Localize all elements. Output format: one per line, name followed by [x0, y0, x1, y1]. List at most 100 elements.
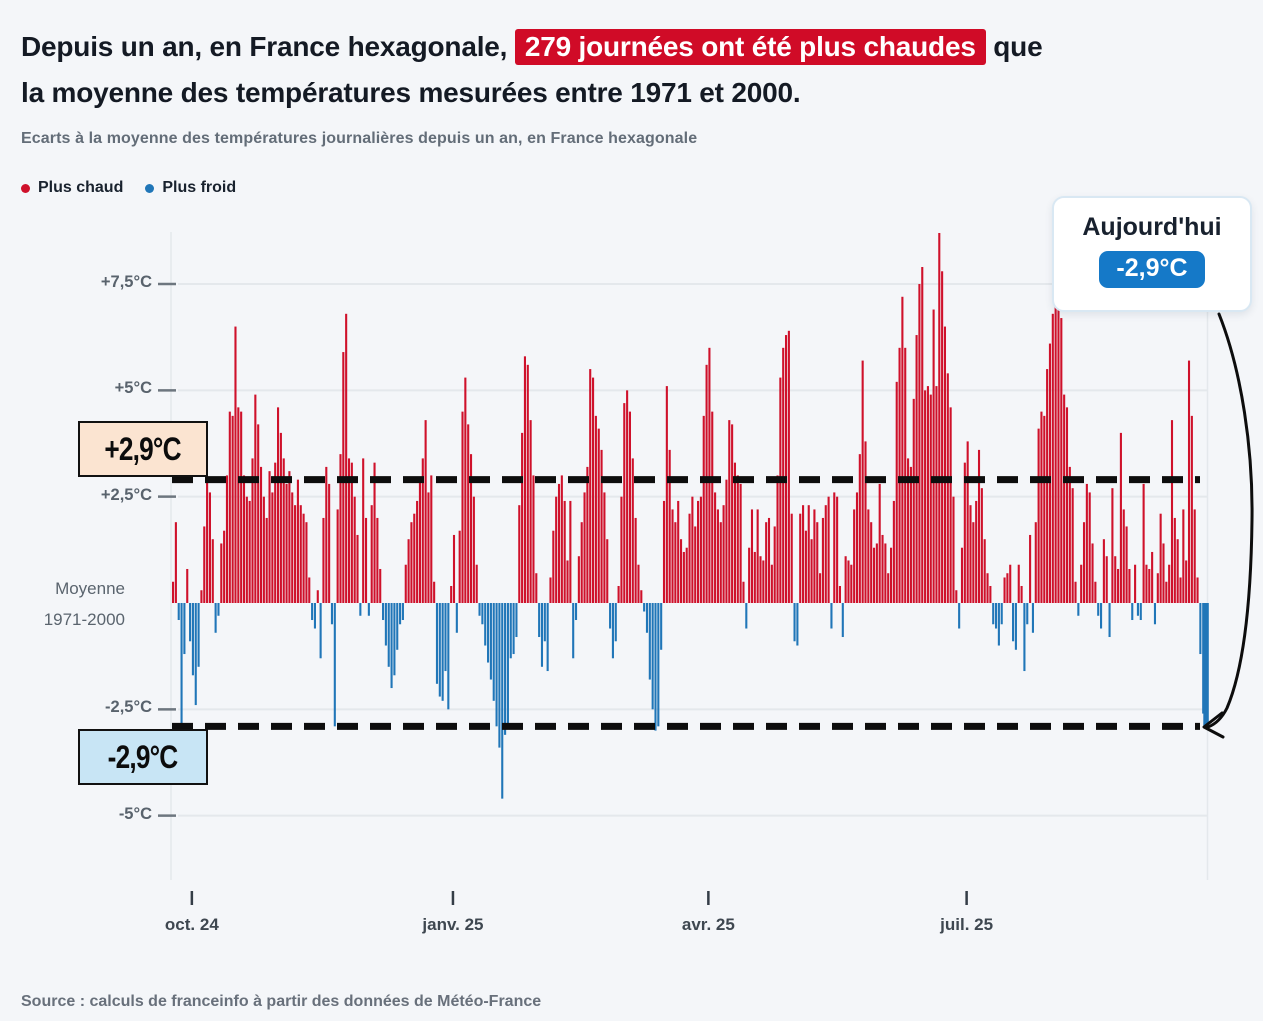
bar — [390, 603, 393, 689]
bar — [206, 479, 209, 603]
bar — [941, 271, 944, 603]
today-tooltip: Aujourd'hui -2,9°C — [1052, 196, 1252, 312]
bar — [1085, 483, 1088, 603]
bar — [535, 573, 538, 603]
bar — [563, 500, 566, 603]
bar — [756, 509, 759, 603]
bar — [353, 496, 356, 604]
bar — [1023, 603, 1026, 672]
bar — [1065, 407, 1069, 603]
bar — [523, 356, 526, 603]
bar — [291, 492, 294, 603]
x-axis-label: janv. 25 — [422, 915, 484, 934]
bar — [1102, 539, 1105, 604]
bar — [1046, 369, 1049, 603]
bar — [455, 603, 458, 633]
bar — [1094, 581, 1097, 604]
bar — [614, 603, 617, 642]
bar — [1051, 313, 1054, 603]
bar — [824, 505, 827, 603]
bar — [654, 603, 657, 731]
bar — [867, 509, 870, 603]
bar — [892, 500, 895, 603]
bar — [245, 496, 248, 604]
bar — [762, 560, 765, 603]
bar — [339, 454, 342, 603]
bar — [458, 530, 461, 603]
bar — [895, 381, 898, 603]
bar — [977, 449, 981, 603]
bar — [847, 560, 850, 603]
bar — [799, 513, 802, 603]
bar — [660, 603, 663, 650]
bar — [1082, 522, 1086, 603]
bar — [765, 522, 768, 603]
bar — [194, 603, 197, 706]
bar — [711, 411, 714, 603]
bar — [447, 603, 450, 710]
bar — [1077, 603, 1080, 616]
bar — [1170, 420, 1174, 603]
bar — [1193, 509, 1196, 603]
bar — [853, 509, 856, 603]
bar — [1187, 360, 1191, 603]
bar — [949, 407, 952, 603]
bar — [1122, 509, 1125, 603]
bar — [782, 347, 785, 603]
bar — [592, 377, 595, 603]
bar — [594, 415, 597, 603]
bar — [767, 517, 771, 603]
bar — [274, 462, 277, 603]
bar — [1145, 564, 1148, 603]
bar — [889, 547, 893, 603]
bar — [345, 313, 348, 603]
bar — [838, 585, 842, 603]
bar — [472, 496, 475, 604]
bar — [242, 475, 246, 603]
bar — [924, 390, 927, 603]
bar — [305, 522, 308, 603]
bar — [328, 483, 331, 603]
bar — [850, 564, 853, 603]
bar — [484, 603, 487, 646]
bar — [489, 603, 492, 680]
bar-today — [1203, 603, 1209, 727]
y-axis-label: +7,5°C — [100, 273, 152, 292]
bar — [1029, 534, 1032, 603]
bar — [609, 603, 612, 629]
bar — [435, 603, 439, 684]
bar — [657, 603, 660, 727]
bar — [191, 603, 194, 676]
bar — [515, 603, 518, 638]
bar — [759, 556, 762, 603]
bar — [1071, 488, 1074, 603]
bar — [501, 603, 504, 799]
y-axis-label: -2,5°C — [105, 698, 152, 717]
bar — [214, 603, 217, 633]
bar — [407, 539, 410, 604]
bar — [282, 458, 285, 603]
bar — [909, 466, 912, 603]
x-axis-label: avr. 25 — [681, 915, 735, 934]
bar — [382, 603, 385, 621]
bar — [418, 479, 421, 603]
bar — [836, 496, 839, 604]
bar — [1131, 603, 1134, 621]
bar — [640, 590, 643, 603]
bar — [569, 500, 572, 603]
bar — [819, 573, 822, 603]
bar — [634, 517, 637, 603]
bar — [217, 603, 220, 616]
bar — [935, 386, 938, 603]
bar — [424, 420, 427, 603]
bar — [259, 466, 263, 603]
bar — [773, 526, 776, 603]
bar — [367, 603, 370, 616]
bar — [776, 475, 779, 603]
bar — [277, 407, 280, 603]
bar — [262, 496, 265, 604]
bar — [251, 458, 254, 603]
bar — [938, 232, 941, 604]
bar — [583, 492, 586, 603]
bar — [810, 539, 813, 604]
